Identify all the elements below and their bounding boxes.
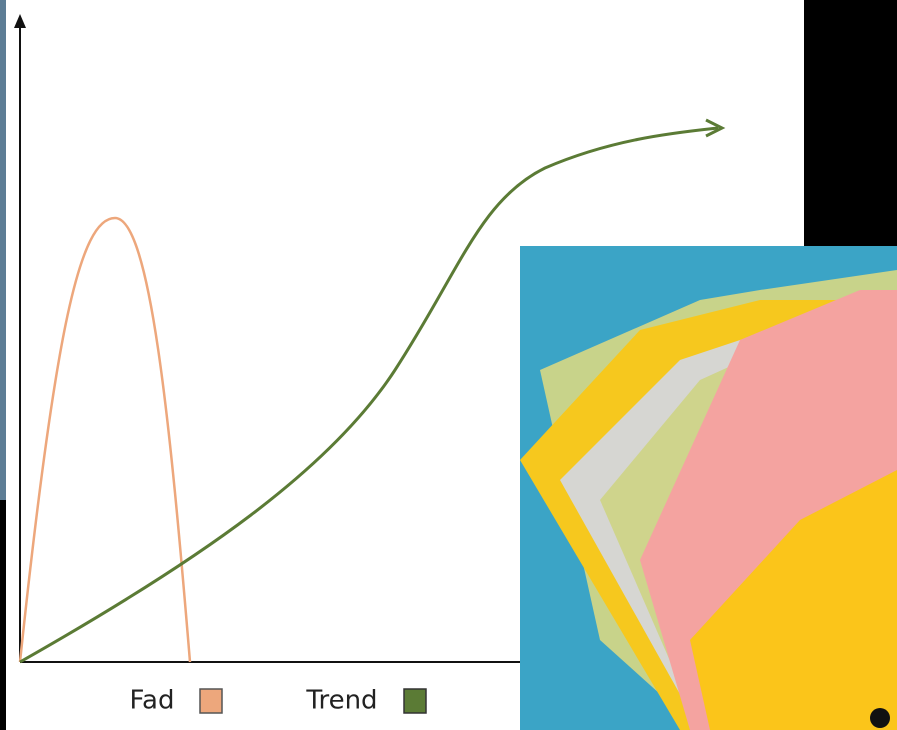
trend-arrow	[705, 118, 726, 138]
paper	[690, 470, 897, 730]
legend-swatch	[403, 688, 427, 714]
photo	[520, 246, 897, 730]
hole	[870, 708, 890, 728]
legend-swatch	[199, 688, 223, 714]
trend-curve	[19, 126, 719, 664]
legend-label: Fad	[129, 686, 174, 716]
axes	[14, 14, 540, 663]
y-axis-arrow	[14, 14, 26, 28]
photo-edge	[0, 0, 6, 500]
legend-label: Trend	[305, 686, 377, 716]
fad-curve	[18, 216, 192, 663]
